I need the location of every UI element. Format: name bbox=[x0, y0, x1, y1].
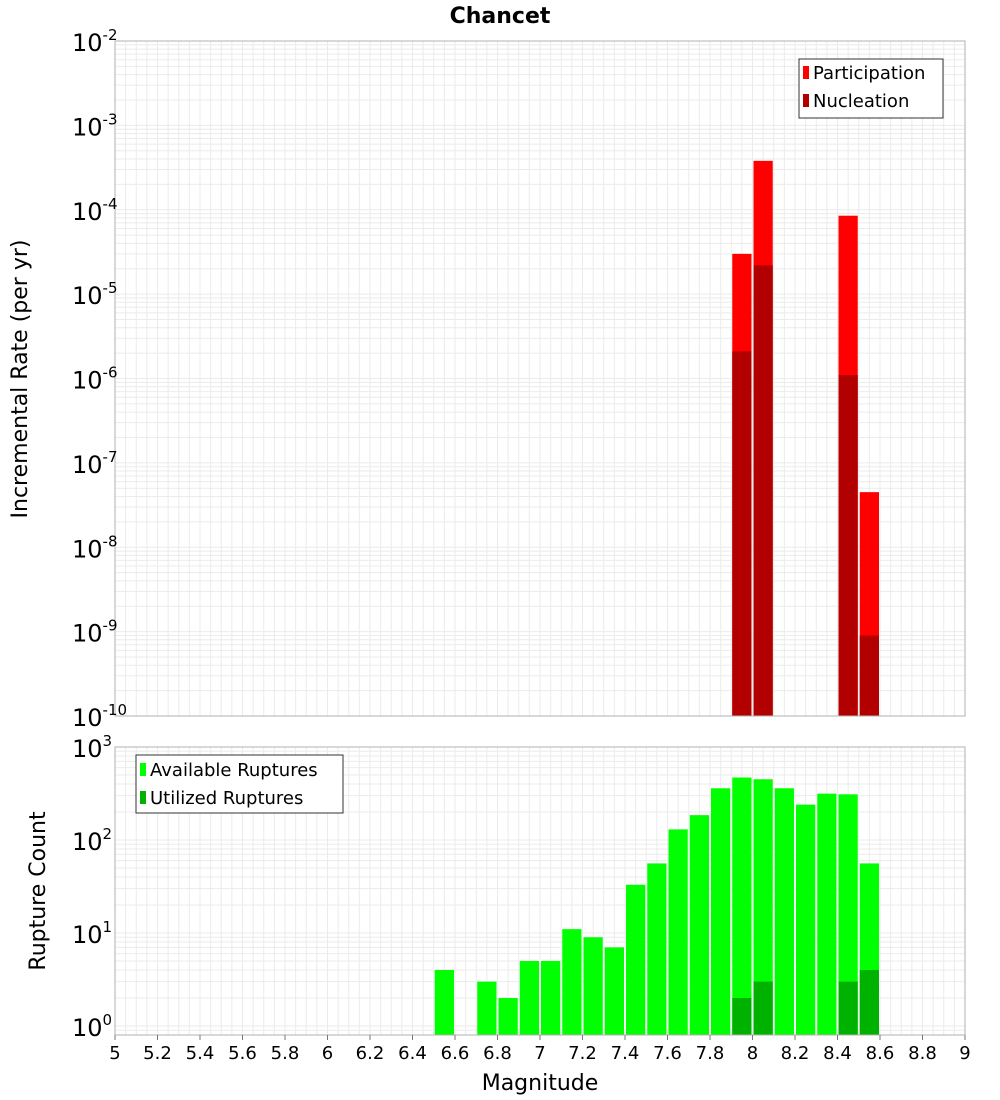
x-tick-label: 6.8 bbox=[483, 1043, 512, 1064]
bar-available-ruptures bbox=[434, 969, 454, 1035]
rate-bars bbox=[732, 160, 879, 717]
available-legend-label: Available Ruptures bbox=[150, 760, 318, 781]
bar-available-ruptures bbox=[583, 937, 603, 1035]
x-tick-label: 9 bbox=[959, 1043, 970, 1064]
count-y-axis-label: Rupture Count bbox=[26, 811, 51, 971]
y-tick-label: 10-8 bbox=[72, 532, 118, 563]
y-tick-label: 103 bbox=[72, 732, 112, 763]
bar-nucleation bbox=[753, 265, 773, 716]
count-legend: Available Ruptures Utilized Ruptures bbox=[135, 754, 344, 814]
bar-available-ruptures bbox=[774, 788, 794, 1035]
chart-title: Chancet bbox=[450, 4, 551, 29]
rate-plot-frame bbox=[114, 40, 966, 717]
x-tick-label: 8.8 bbox=[908, 1043, 937, 1064]
bar-available-ruptures bbox=[838, 794, 858, 1035]
nucleation-legend-label: Nucleation bbox=[813, 91, 909, 112]
bar-available-ruptures bbox=[626, 884, 646, 1035]
utilized-legend-swatch bbox=[140, 791, 146, 804]
x-tick-label: 8.6 bbox=[866, 1043, 895, 1064]
bar-nucleation bbox=[838, 375, 858, 716]
x-tick-label: 6.4 bbox=[398, 1043, 427, 1064]
bar-available-ruptures bbox=[711, 788, 731, 1035]
y-tick-label: 101 bbox=[72, 918, 112, 949]
rate-legend-box bbox=[798, 58, 944, 119]
bar-available-ruptures bbox=[753, 779, 773, 1035]
x-tick-label: 7.4 bbox=[611, 1043, 640, 1064]
y-tick-label: 10-10 bbox=[72, 701, 127, 732]
y-tick-label: 10-4 bbox=[72, 195, 118, 226]
y-tick-label: 10-5 bbox=[72, 279, 118, 310]
bar-nucleation bbox=[732, 351, 752, 716]
count-legend-box bbox=[135, 754, 344, 814]
y-tick-label: 100 bbox=[72, 1011, 112, 1042]
participation-legend-swatch bbox=[803, 66, 809, 79]
count-y-ticks: 103 102 101 100 bbox=[72, 732, 112, 1042]
x-tick-label: 6.6 bbox=[441, 1043, 470, 1064]
bar-available-ruptures bbox=[732, 777, 752, 1035]
rate-y-ticks: 10-2 10-3 10-4 10-5 10-6 10-7 10-8 10-9 10-10 bbox=[72, 26, 127, 732]
rate-legend: Participation Nucleation bbox=[798, 58, 944, 119]
bar-nucleation bbox=[859, 635, 879, 716]
count-panel: 103 102 101 100 Rupture Count Available Rup… bbox=[26, 732, 971, 1096]
x-tick-label: 5.6 bbox=[228, 1043, 257, 1064]
y-tick-label: 10-2 bbox=[72, 26, 118, 57]
bar-available-ruptures bbox=[477, 981, 497, 1035]
x-tick-label: 5.4 bbox=[186, 1043, 215, 1064]
available-legend-swatch bbox=[140, 763, 146, 776]
utilized-legend-label: Utilized Ruptures bbox=[150, 788, 303, 809]
x-tick-label: 5.8 bbox=[271, 1043, 300, 1064]
rate-y-axis-label: Incremental Rate (per yr) bbox=[8, 240, 33, 519]
x-tick-label: 8.2 bbox=[781, 1043, 810, 1064]
bar-available-ruptures bbox=[647, 863, 667, 1035]
x-tick-label: 6 bbox=[322, 1043, 333, 1064]
rate-panel: 10-2 10-3 10-4 10-5 10-6 10-7 10-8 10-9 10-10 In… bbox=[8, 26, 966, 732]
y-tick-label: 102 bbox=[72, 825, 112, 856]
x-tick-label: 7.6 bbox=[653, 1043, 682, 1064]
bar-utilized-ruptures bbox=[838, 981, 858, 1035]
x-tick-label: 8.4 bbox=[823, 1043, 852, 1064]
bar-available-ruptures bbox=[604, 947, 624, 1035]
participation-legend-label: Participation bbox=[813, 63, 925, 84]
y-tick-label: 10-6 bbox=[72, 364, 118, 395]
y-tick-label: 10-3 bbox=[72, 110, 118, 141]
rate-grid bbox=[114, 41, 966, 717]
bar-utilized-ruptures bbox=[859, 969, 879, 1035]
y-tick-label: 10-7 bbox=[72, 448, 118, 479]
x-tick-label: 8 bbox=[747, 1043, 758, 1064]
magnitude-x-axis-label: Magnitude bbox=[482, 1071, 599, 1096]
bar-available-ruptures bbox=[541, 960, 561, 1035]
nucleation-legend-swatch bbox=[803, 94, 809, 107]
x-tick-label: 5.2 bbox=[143, 1043, 172, 1064]
bar-available-ruptures bbox=[668, 829, 688, 1035]
bar-available-ruptures bbox=[519, 960, 539, 1035]
bar-available-ruptures bbox=[796, 804, 816, 1035]
bar-available-ruptures bbox=[498, 997, 518, 1035]
x-tick-label: 7 bbox=[534, 1043, 545, 1064]
bar-available-ruptures bbox=[817, 793, 837, 1035]
bar-available-ruptures bbox=[689, 815, 709, 1035]
x-tick-label: 7.2 bbox=[568, 1043, 597, 1064]
y-tick-label: 10-9 bbox=[72, 617, 118, 648]
x-tick-label: 6.2 bbox=[356, 1043, 385, 1064]
magnitude-x-ticks: 5 5.2 5.4 5.6 5.8 6 6.2 6.4 6.6 6.8 7 7.2 7.4 7.6 7.8 8… bbox=[109, 1035, 971, 1064]
count-bars bbox=[434, 777, 879, 1035]
x-tick-label: 7.8 bbox=[696, 1043, 725, 1064]
bar-utilized-ruptures bbox=[732, 997, 752, 1035]
x-tick-label: 5 bbox=[109, 1043, 120, 1064]
bar-utilized-ruptures bbox=[753, 981, 773, 1035]
bar-available-ruptures bbox=[562, 929, 582, 1035]
